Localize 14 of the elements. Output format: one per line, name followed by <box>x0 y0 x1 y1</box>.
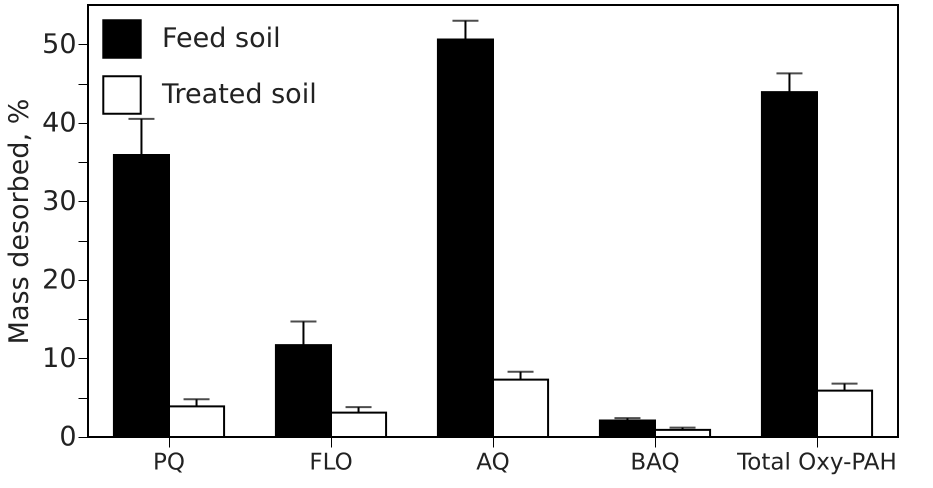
x-tick-label: PQ <box>153 450 185 476</box>
x-tick-label: BAQ <box>630 450 680 476</box>
legend-label: Feed soil <box>162 23 281 54</box>
y-tick-label: 30 <box>42 186 76 217</box>
y-axis-title: Mass desorbed, % <box>4 98 36 344</box>
y-tick-label: 40 <box>42 107 76 138</box>
legend-label: Treated soil <box>161 79 317 110</box>
y-tick-label: 10 <box>42 342 76 374</box>
x-tick-label: Total Oxy-PAH <box>736 450 897 476</box>
x-tick-label: AQ <box>476 450 510 476</box>
x-tick-label: FLO <box>309 450 353 476</box>
y-tick-label: 50 <box>42 28 76 60</box>
y-tick-label: 20 <box>42 264 76 296</box>
y-tick-label: 0 <box>59 422 76 452</box>
